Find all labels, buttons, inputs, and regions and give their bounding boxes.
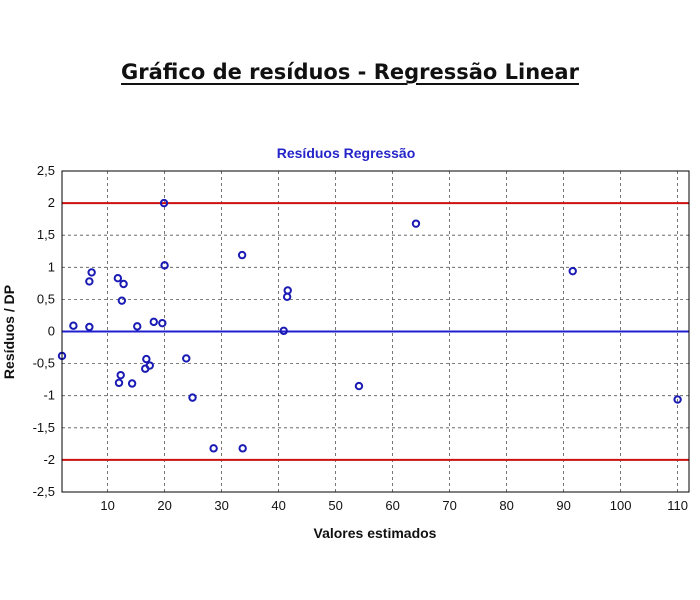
reference-lines	[62, 202, 689, 461]
data-point-28	[411, 219, 421, 228]
data-point-24	[279, 326, 288, 336]
x-tick-label-10: 110	[667, 498, 688, 513]
x-tick-label-8: 90	[556, 498, 570, 513]
y-tick-label-2: -1,5	[33, 420, 55, 435]
data-point-23	[238, 444, 247, 453]
x-tick-label-2: 30	[214, 498, 228, 513]
x-tick-labels: 10 20 30 40 50 60 70 80 90 100 110	[100, 498, 688, 513]
x-axis-label: Valores estimados	[314, 525, 437, 541]
data-point-5	[113, 274, 123, 283]
data-point-17	[159, 198, 169, 208]
x-tick-label-6: 70	[442, 498, 456, 513]
data-point-8	[114, 378, 124, 388]
y-axis-label: Resíduos / DP	[1, 285, 17, 379]
plot-frame	[61, 170, 690, 493]
y-tick-label-10: 2,5	[37, 163, 55, 178]
data-point-1	[69, 321, 78, 330]
x-tick-label-1: 20	[157, 498, 171, 513]
data-point-22	[237, 250, 247, 260]
data-point-10	[127, 379, 137, 388]
data-point-27	[354, 381, 364, 391]
page-title: Gráfico de resíduos - Regressão Linear	[121, 60, 579, 84]
data-point-15	[149, 317, 158, 327]
x-tick-label-4: 50	[328, 498, 342, 513]
data-point-13	[142, 354, 151, 364]
data-point-18	[160, 261, 169, 270]
y-tick-label-7: 1	[48, 259, 55, 274]
data-point-3	[85, 277, 94, 286]
y-tick-label-3: -1	[43, 388, 55, 403]
y-tick-labels: -2,5 -2 -1,5 -1 -0,5 0 0,5 1 1,5 2 2,5	[33, 163, 55, 499]
data-point-25	[282, 292, 292, 302]
data-point-9	[116, 370, 125, 380]
y-tick-label-9: 2	[48, 195, 55, 210]
y-tick-label-1: -2	[43, 452, 55, 467]
y-tick-label-5: 0	[48, 324, 55, 339]
y-tick-label-6: 0,5	[37, 291, 55, 306]
chart-title: Resíduos Regressão	[277, 145, 416, 161]
data-point-16	[158, 318, 167, 328]
y-tick-label-4: -0,5	[33, 356, 55, 371]
data-point-29	[568, 266, 577, 276]
y-tick-label-0: -2,5	[33, 484, 55, 499]
data-point-14	[145, 361, 154, 370]
data-point-30	[673, 395, 682, 404]
data-point-11	[133, 322, 142, 331]
x-tick-label-3: 40	[271, 498, 285, 513]
data-point-2	[85, 322, 94, 332]
data-point-4	[87, 268, 96, 277]
x-tick-label-9: 100	[610, 498, 632, 513]
x-tick-label-7: 80	[499, 498, 513, 513]
data-point-26	[283, 286, 292, 295]
data-point-20	[188, 393, 197, 402]
data-point-6	[117, 296, 127, 305]
x-tick-label-5: 60	[385, 498, 399, 513]
data-point-21	[209, 444, 218, 453]
x-tick-label-0: 10	[100, 498, 114, 513]
data-point-19	[182, 354, 191, 363]
data-point-7	[119, 279, 128, 289]
y-tick-label-8: 1,5	[37, 227, 55, 242]
data-points	[57, 198, 682, 453]
